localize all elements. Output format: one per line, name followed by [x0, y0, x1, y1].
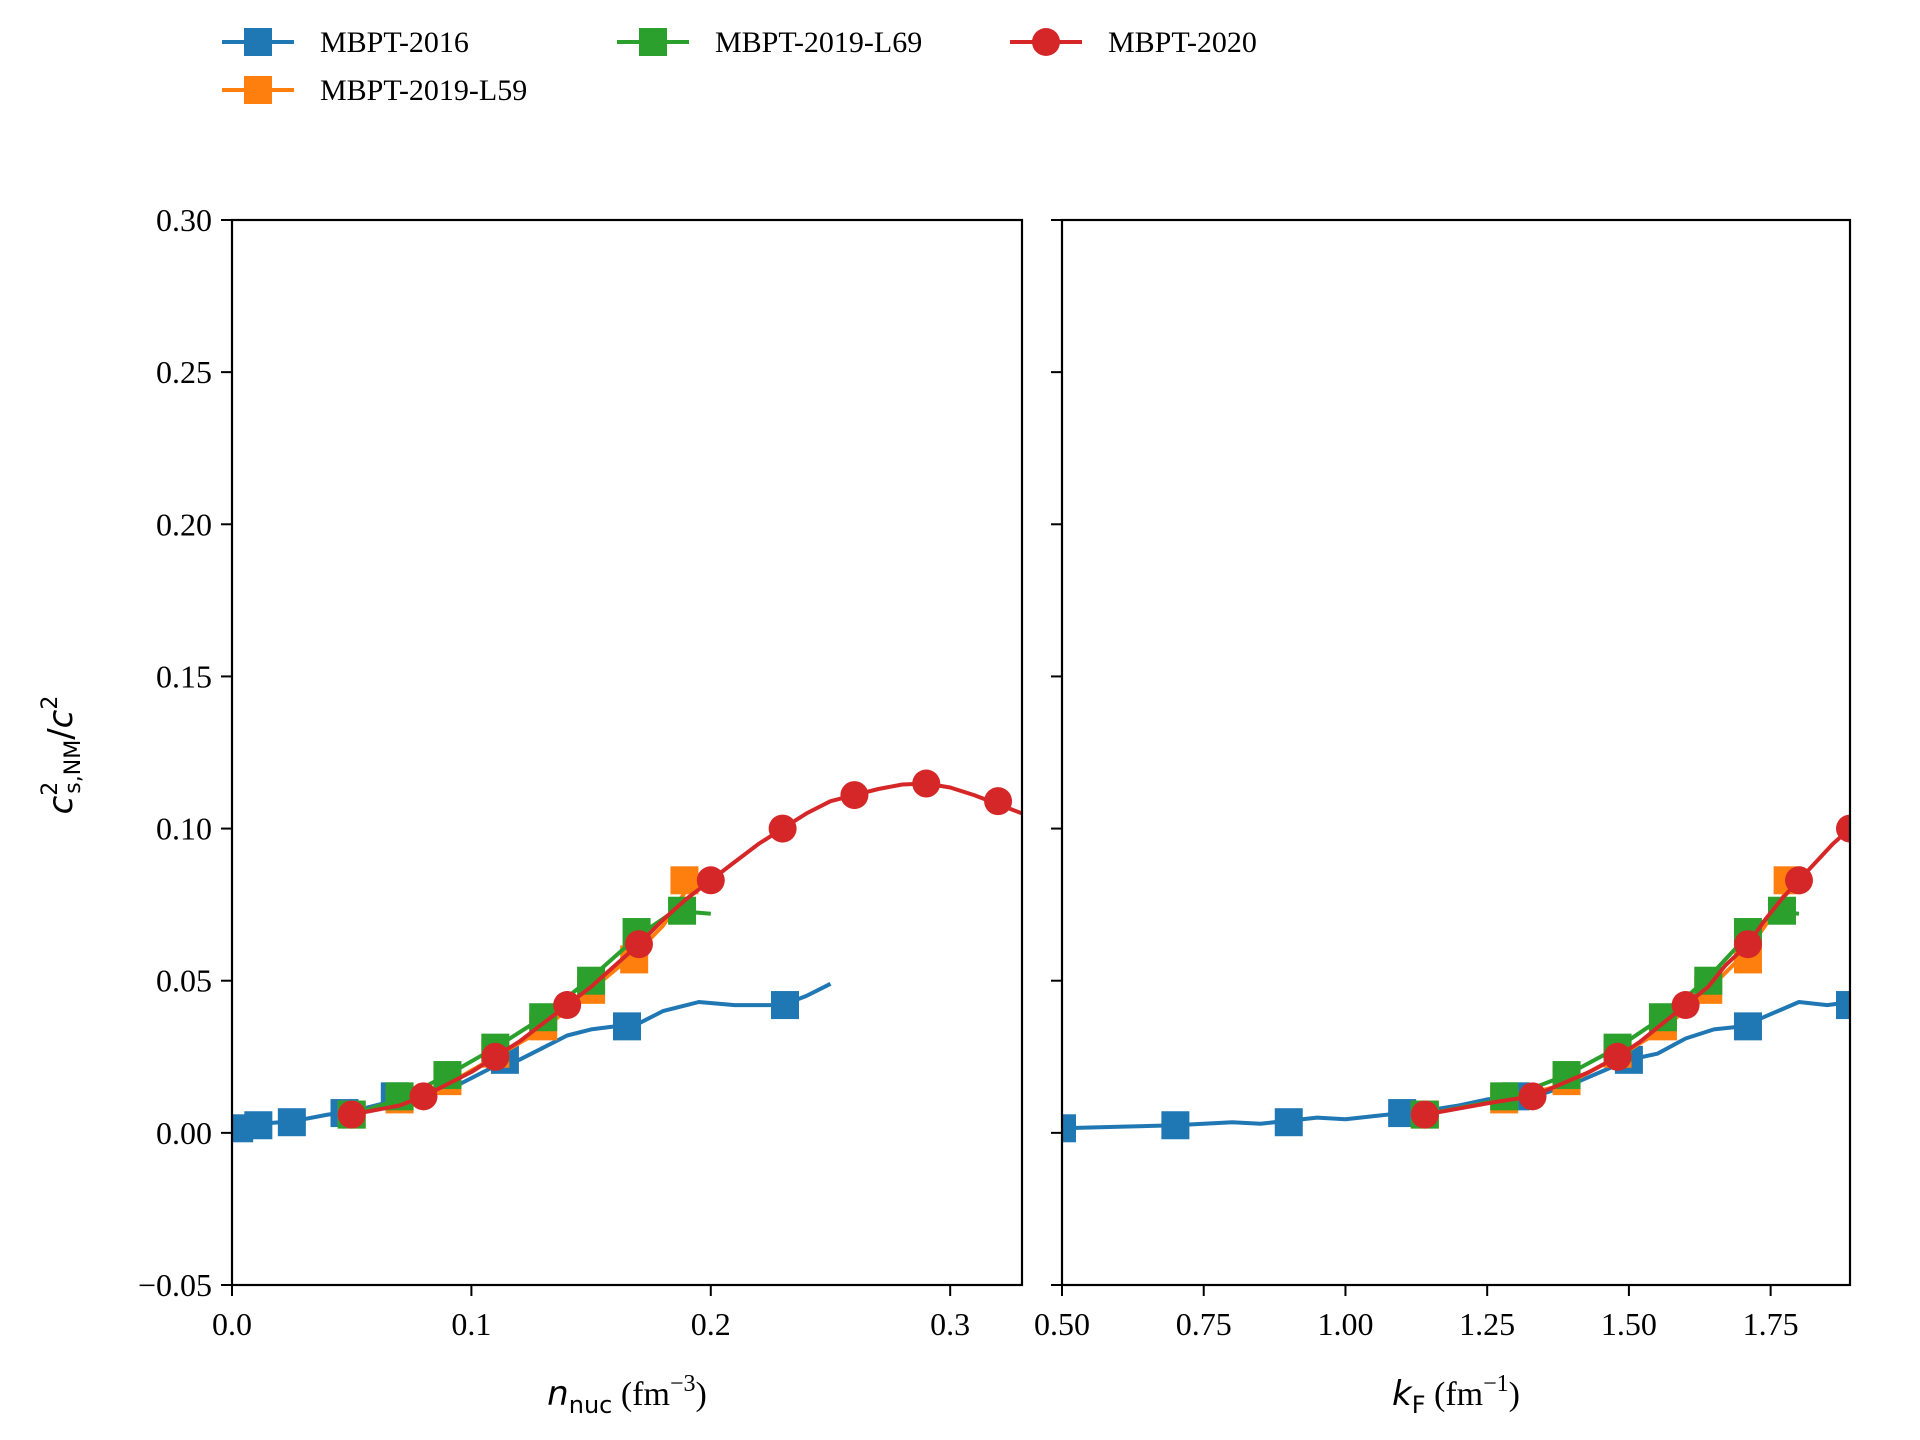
x-tick-label: 1.00 [1317, 1306, 1373, 1342]
data-point-mbpt-2019-l69 [1694, 966, 1723, 995]
x-tick-label: 1.50 [1601, 1306, 1657, 1342]
data-point-mbpt-2020 [1410, 1100, 1439, 1129]
y-axis-label: c2s,NM/c2 [38, 696, 86, 815]
data-point-mbpt-2020 [696, 866, 725, 895]
y-tick-label: 0.15 [156, 658, 212, 694]
y-tick-label: −0.05 [138, 1267, 212, 1303]
x-tick-label: 0.1 [451, 1306, 491, 1342]
x-tick-label: 0.3 [930, 1306, 970, 1342]
legend-item-mbpt-2019-l59: MBPT-2019-L59 [222, 74, 527, 107]
data-point-mbpt-2016 [277, 1108, 306, 1137]
y-tick-label: 0.05 [156, 963, 212, 999]
data-point-mbpt-2020 [768, 814, 797, 843]
data-point-mbpt-2020 [409, 1082, 438, 1111]
x-tick-label: 0.75 [1176, 1306, 1232, 1342]
x-tick-label: 0.2 [691, 1306, 731, 1342]
data-point-mbpt-2020 [1518, 1082, 1547, 1111]
x-tick-label: 0.50 [1034, 1306, 1090, 1342]
data-point-mbpt-2016 [613, 1012, 641, 1041]
y-tick-label: 0.10 [156, 811, 212, 847]
data-point-mbpt-2019-l59 [670, 866, 699, 895]
left-panel: −0.05 0.00 0.05 0.10 0.15 0.20 0.25 0.30 0.0 0.1 0… [38, 202, 1024, 1419]
x-axis-label: nnuc (fm−3) [547, 1371, 707, 1419]
data-point-mbpt-2016 [1733, 1012, 1762, 1041]
legend-label: MBPT-2016 [320, 26, 469, 59]
legend-marker [244, 76, 272, 104]
data-point-mbpt-2020 [912, 769, 941, 798]
x-tick-label: 0.0 [212, 1306, 252, 1342]
series-line-mbpt-2019-l59 [1424, 888, 1790, 1117]
right-panel: 0.50 0.75 1.00 1.25 1.50 1.75 kF (fm−1) [1034, 218, 1852, 1419]
data-point-mbpt-2016 [1161, 1111, 1190, 1140]
data-point-mbpt-2016 [771, 991, 799, 1020]
legend-item-mbpt-2019-l69: MBPT-2019-L69 [617, 26, 922, 59]
data-point-mbpt-2020 [1836, 814, 1850, 843]
legend: MBPT-2016 MBPT-2019-L59 MBPT-2019-L69 MBPT-… [222, 26, 1257, 107]
legend-label: MBPT-2020 [1108, 26, 1257, 59]
data-point-mbpt-2020 [1733, 930, 1762, 959]
data-point-mbpt-2020 [481, 1042, 510, 1071]
x-tick-label: 1.75 [1743, 1306, 1799, 1342]
data-point-mbpt-2020 [1603, 1042, 1632, 1071]
data-point-mbpt-2020 [553, 991, 582, 1020]
legend-marker [244, 28, 272, 56]
legend-marker [1032, 28, 1060, 56]
plot-area [232, 769, 1022, 1143]
y-tick-label: 0.00 [156, 1115, 212, 1151]
y-tick-label: 0.25 [156, 354, 212, 390]
x-tick-label: 1.25 [1459, 1306, 1515, 1342]
y-tick-label: 0.30 [156, 202, 212, 238]
legend-item-mbpt-2020: MBPT-2020 [1010, 26, 1257, 59]
data-point-mbpt-2016 [1836, 991, 1850, 1020]
legend-marker [639, 28, 667, 56]
series-line-mbpt-2020 [351, 781, 1022, 1117]
data-point-mbpt-2020 [984, 787, 1013, 816]
plot-area [1062, 814, 1850, 1143]
data-point-mbpt-2020 [1784, 866, 1813, 895]
data-point-mbpt-2020 [840, 781, 869, 810]
x-axis-label: kF (fm−1) [1392, 1371, 1520, 1419]
legend-label: MBPT-2019-L59 [320, 74, 527, 107]
axes-frame [230, 218, 1024, 1287]
data-point-mbpt-2016 [1274, 1108, 1303, 1137]
data-point-mbpt-2019-l69 [1490, 1082, 1519, 1111]
data-point-mbpt-2016 [1062, 1114, 1076, 1143]
data-point-mbpt-2020 [624, 930, 653, 959]
legend-label: MBPT-2019-L69 [715, 26, 922, 59]
y-tick-label: 0.20 [156, 506, 212, 542]
data-point-mbpt-2020 [337, 1100, 366, 1129]
data-point-mbpt-2020 [1671, 991, 1700, 1020]
legend-item-mbpt-2016: MBPT-2016 [222, 26, 469, 59]
axes-frame [1060, 218, 1852, 1287]
data-point-mbpt-2016 [244, 1111, 273, 1140]
